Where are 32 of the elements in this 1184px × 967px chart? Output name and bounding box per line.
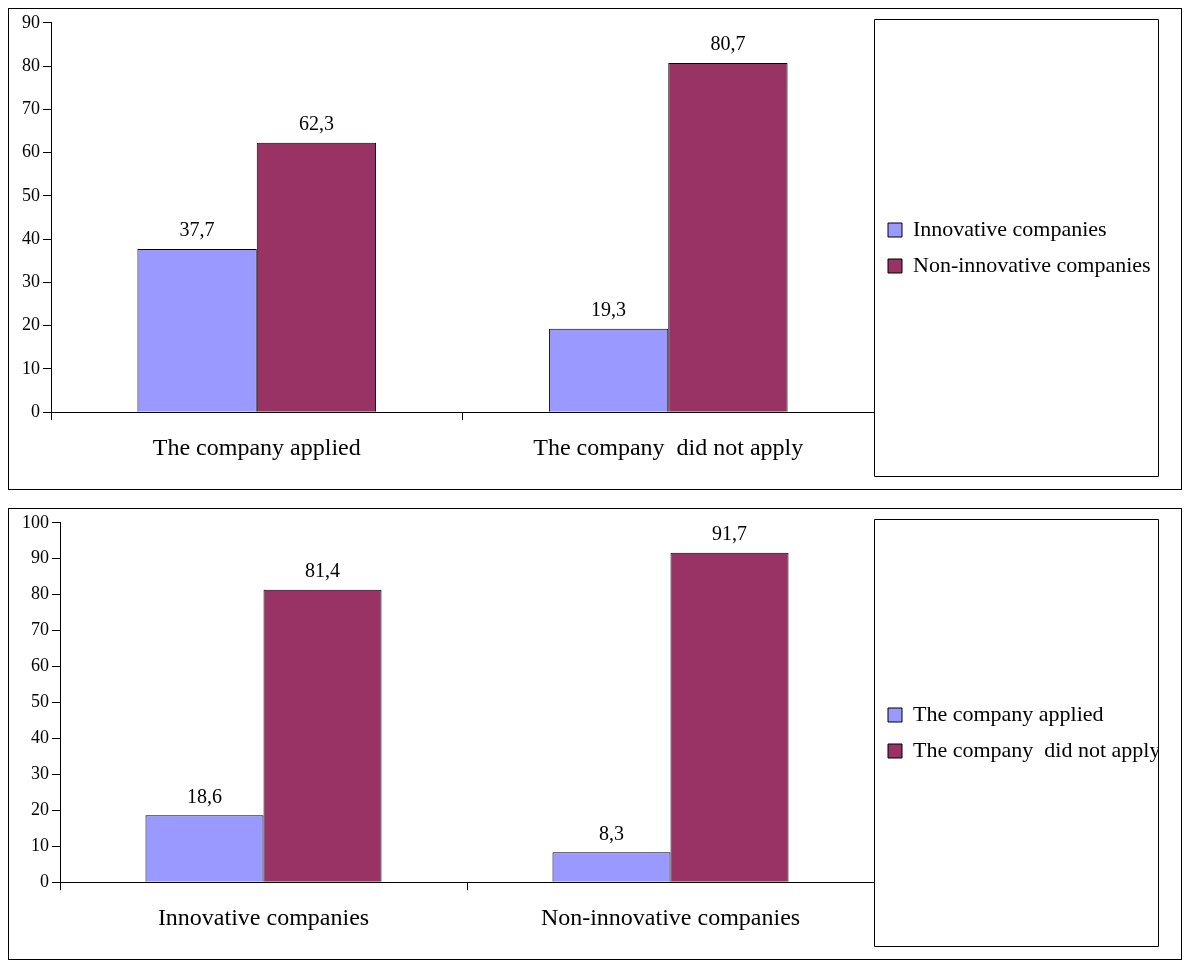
data-label: 62,3 (298, 111, 334, 134)
y-tick-label: 80 (22, 54, 40, 75)
y-tick-label: 20 (31, 799, 49, 820)
y-tick-label: 0 (31, 400, 40, 421)
y-tick-label: 30 (22, 271, 40, 292)
y-tick-label: 60 (31, 655, 49, 676)
y-tick-label: 90 (31, 547, 49, 568)
y-tick-label: 0 (40, 870, 49, 891)
y-tick-label: 10 (31, 834, 49, 855)
y-tick-label: 70 (22, 98, 40, 119)
y-tick-label: 70 (31, 619, 49, 640)
data-label: 37,7 (179, 218, 215, 241)
data-label: 80,7 (710, 32, 746, 55)
legend-label: The company applied (913, 700, 1104, 726)
y-tick-label: 50 (31, 691, 49, 712)
y-tick-label: 20 (22, 314, 40, 335)
data-label: 8,3 (598, 821, 624, 844)
y-tick-label: 90 (22, 11, 40, 32)
y-tick-label: 40 (22, 227, 40, 248)
y-tick-label: 100 (22, 511, 49, 532)
y-tick-label: 80 (31, 583, 49, 604)
legend-label: Non-innovative companies (913, 251, 1151, 277)
y-tick-label: 50 (22, 184, 40, 205)
legend-label: Innovative companies (913, 215, 1107, 241)
y-tick-label: 10 (22, 357, 40, 378)
data-label: 91,7 (712, 521, 748, 544)
y-tick-label: 30 (31, 763, 49, 784)
data-label: 18,6 (186, 784, 222, 807)
y-tick-label: 40 (31, 727, 49, 748)
data-label: 19,3 (591, 297, 627, 320)
data-label: 81,4 (305, 558, 341, 581)
y-tick-label: 60 (22, 141, 40, 162)
